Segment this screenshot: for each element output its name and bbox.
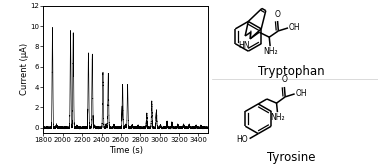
Text: HO: HO	[237, 135, 248, 144]
Text: Tryptophan: Tryptophan	[258, 65, 325, 78]
Y-axis label: Current (μA): Current (μA)	[20, 43, 29, 95]
Text: NH₂: NH₂	[271, 113, 285, 122]
Text: NH₂: NH₂	[263, 47, 278, 56]
X-axis label: Time (s): Time (s)	[109, 146, 143, 155]
Text: O: O	[282, 75, 287, 84]
Text: Tyrosine: Tyrosine	[267, 151, 316, 164]
Text: O: O	[274, 10, 280, 18]
Text: OH: OH	[289, 23, 301, 32]
Text: OH: OH	[296, 89, 307, 98]
Text: HN: HN	[239, 41, 250, 50]
